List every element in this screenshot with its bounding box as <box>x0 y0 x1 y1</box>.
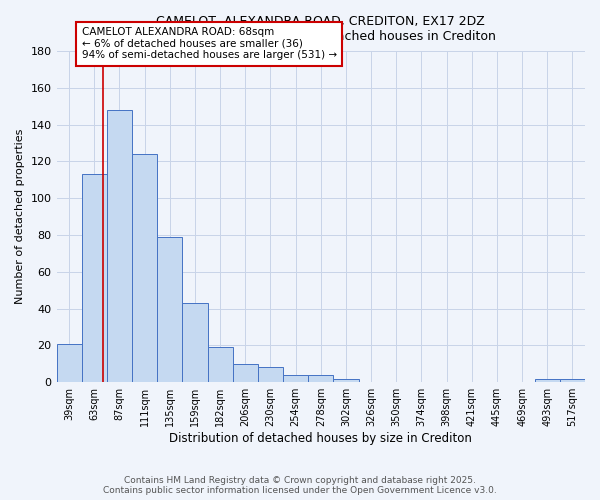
Bar <box>107 110 132 382</box>
Bar <box>560 378 585 382</box>
Bar <box>157 237 182 382</box>
Title: CAMELOT, ALEXANDRA ROAD, CREDITON, EX17 2DZ
Size of property relative to detache: CAMELOT, ALEXANDRA ROAD, CREDITON, EX17 … <box>145 15 496 43</box>
Bar <box>334 378 359 382</box>
Text: CAMELOT ALEXANDRA ROAD: 68sqm
← 6% of detached houses are smaller (36)
94% of se: CAMELOT ALEXANDRA ROAD: 68sqm ← 6% of de… <box>82 27 337 60</box>
Text: Contains HM Land Registry data © Crown copyright and database right 2025.
Contai: Contains HM Land Registry data © Crown c… <box>103 476 497 495</box>
Bar <box>233 364 258 382</box>
Bar <box>258 368 283 382</box>
Bar <box>182 303 208 382</box>
Y-axis label: Number of detached properties: Number of detached properties <box>15 129 25 304</box>
Bar <box>208 348 233 382</box>
Bar <box>535 378 560 382</box>
Bar <box>283 375 308 382</box>
Bar <box>56 344 82 382</box>
Bar <box>82 174 107 382</box>
Bar <box>132 154 157 382</box>
X-axis label: Distribution of detached houses by size in Crediton: Distribution of detached houses by size … <box>169 432 472 445</box>
Bar <box>308 375 334 382</box>
